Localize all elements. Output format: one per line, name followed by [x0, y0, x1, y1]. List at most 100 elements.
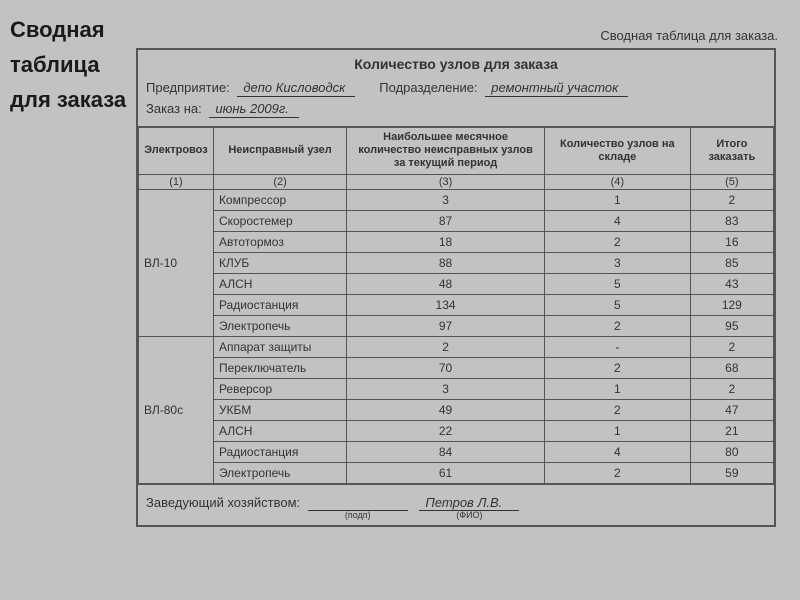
node-cell: УКБМ: [213, 399, 346, 420]
table-row: Переключатель70268: [139, 357, 774, 378]
c5-cell: 21: [690, 420, 773, 441]
node-cell: Аппарат защиты: [213, 336, 346, 357]
c3-cell: 84: [347, 441, 545, 462]
division-label: Подразделение:: [379, 80, 477, 95]
col-header: Количество узлов на складе: [544, 128, 690, 175]
c3-cell: 88: [347, 252, 545, 273]
col-number: (3): [347, 174, 545, 189]
c5-cell: 95: [690, 315, 773, 336]
c5-cell: 85: [690, 252, 773, 273]
c4-cell: -: [544, 336, 690, 357]
c5-cell: 2: [690, 378, 773, 399]
fio-value: Петров Л.В.: [419, 495, 508, 510]
col-number: (4): [544, 174, 690, 189]
c3-cell: 2: [347, 336, 545, 357]
signature-slot: (подп): [308, 495, 408, 511]
c4-cell: 1: [544, 420, 690, 441]
side-title-line: Сводная: [10, 12, 140, 47]
table-row: ВЛ-80сАппарат защиты2-2: [139, 336, 774, 357]
table-row: Автотормоз18216: [139, 231, 774, 252]
c4-cell: 4: [544, 441, 690, 462]
table-head: Электровоз Неисправный узел Наибольшее м…: [139, 128, 774, 190]
c4-cell: 2: [544, 357, 690, 378]
form-header: Количество узлов для заказа Предприятие:…: [138, 50, 774, 127]
signature-hint: (подп): [345, 510, 371, 520]
c3-cell: 97: [347, 315, 545, 336]
c4-cell: 3: [544, 252, 690, 273]
node-cell: АЛСН: [213, 273, 346, 294]
node-cell: Автотормоз: [213, 231, 346, 252]
table-row: Радиостанция1345129: [139, 294, 774, 315]
table-row: Скоростемер87483: [139, 210, 774, 231]
side-title-line: для заказа: [10, 82, 140, 117]
node-cell: КЛУБ: [213, 252, 346, 273]
c4-cell: 2: [544, 231, 690, 252]
c3-cell: 49: [347, 399, 545, 420]
c4-cell: 2: [544, 399, 690, 420]
enterprise-value: депо Кисловодск: [237, 80, 355, 97]
table-row: ВЛ-10Компрессор312: [139, 189, 774, 210]
node-cell: Скоростемер: [213, 210, 346, 231]
c3-cell: 22: [347, 420, 545, 441]
form-footer: Заведующий хозяйством: (подп) Петров Л.В…: [138, 484, 774, 525]
col-number: (1): [139, 174, 214, 189]
table-body: ВЛ-10Компрессор312Скоростемер87483Автото…: [139, 189, 774, 483]
col-header: Итого заказать: [690, 128, 773, 175]
table-row: КЛУБ88385: [139, 252, 774, 273]
loco-cell: ВЛ-10: [139, 189, 214, 336]
side-title-line: таблица: [10, 47, 140, 82]
node-cell: Компрессор: [213, 189, 346, 210]
c4-cell: 4: [544, 210, 690, 231]
c4-cell: 1: [544, 189, 690, 210]
c3-cell: 3: [347, 378, 545, 399]
node-cell: Электропечь: [213, 462, 346, 483]
c3-cell: 61: [347, 462, 545, 483]
c5-cell: 59: [690, 462, 773, 483]
col-header: Наибольшее месячное количество неисправн…: [347, 128, 545, 175]
c5-cell: 68: [690, 357, 773, 378]
node-cell: Реверсор: [213, 378, 346, 399]
division-value: ремонтный участок: [485, 80, 628, 97]
col-number: (2): [213, 174, 346, 189]
order-for-label: Заказ на:: [146, 101, 202, 116]
order-for-value: июнь 2009г.: [209, 101, 299, 118]
table-row: Электропечь61259: [139, 462, 774, 483]
c3-cell: 48: [347, 273, 545, 294]
c4-cell: 2: [544, 315, 690, 336]
col-header: Неисправный узел: [213, 128, 346, 175]
manager-label: Заведующий хозяйством:: [146, 495, 300, 510]
c3-cell: 18: [347, 231, 545, 252]
c4-cell: 5: [544, 294, 690, 315]
form-title: Количество узлов для заказа: [146, 56, 766, 72]
table-row: Реверсор312: [139, 378, 774, 399]
node-cell: Электропечь: [213, 315, 346, 336]
c5-cell: 16: [690, 231, 773, 252]
order-form: Количество узлов для заказа Предприятие:…: [136, 48, 776, 527]
table-row: УКБМ49247: [139, 399, 774, 420]
fio-slot: Петров Л.В. (ФИО): [419, 495, 519, 511]
col-header: Электровоз: [139, 128, 214, 175]
enterprise-label: Предприятие:: [146, 80, 230, 95]
top-caption: Сводная таблица для заказа.: [600, 28, 778, 43]
c3-cell: 70: [347, 357, 545, 378]
c3-cell: 134: [347, 294, 545, 315]
c5-cell: 2: [690, 189, 773, 210]
c5-cell: 47: [690, 399, 773, 420]
order-table: Электровоз Неисправный узел Наибольшее м…: [138, 127, 774, 484]
node-cell: АЛСН: [213, 420, 346, 441]
node-cell: Радиостанция: [213, 294, 346, 315]
node-cell: Переключатель: [213, 357, 346, 378]
table-row: АЛСН48543: [139, 273, 774, 294]
c5-cell: 43: [690, 273, 773, 294]
c5-cell: 80: [690, 441, 773, 462]
c4-cell: 2: [544, 462, 690, 483]
table-row: Электропечь97295: [139, 315, 774, 336]
loco-cell: ВЛ-80с: [139, 336, 214, 483]
col-number: (5): [690, 174, 773, 189]
c5-cell: 83: [690, 210, 773, 231]
c3-cell: 3: [347, 189, 545, 210]
node-cell: Радиостанция: [213, 441, 346, 462]
c5-cell: 2: [690, 336, 773, 357]
side-title: Сводная таблица для заказа: [10, 12, 140, 118]
c3-cell: 87: [347, 210, 545, 231]
